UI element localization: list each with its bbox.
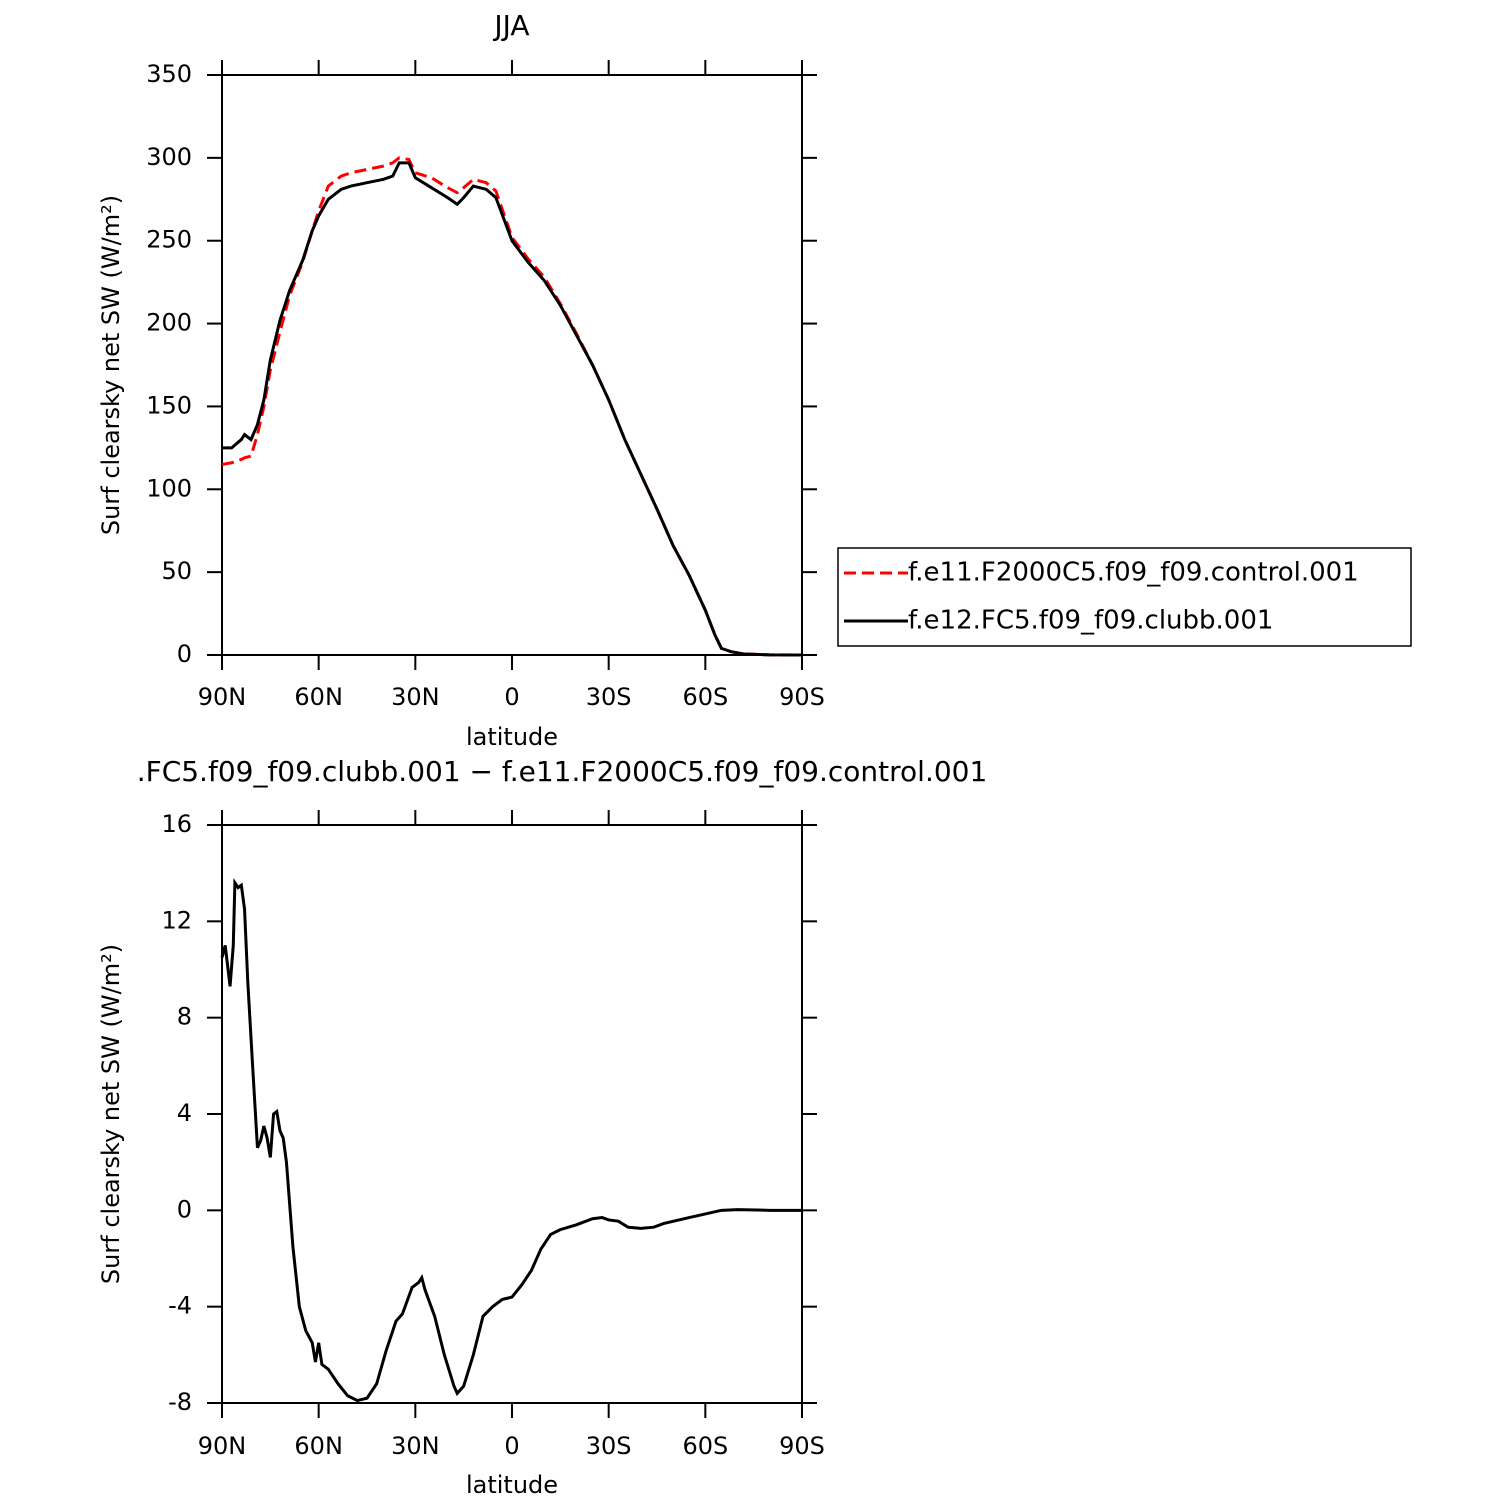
x-tick-label: 30N [391, 1432, 440, 1460]
x-tick-label: 90S [779, 1432, 825, 1460]
x-tick-label: 90N [198, 683, 247, 711]
plot-frame [221, 824, 803, 1404]
y-tick-label: 300 [146, 143, 192, 171]
y-tick-label: 250 [146, 226, 192, 254]
y-tick-label: -8 [168, 1388, 192, 1416]
y-tick-label: 100 [146, 474, 192, 502]
y-tick-label: 0 [177, 640, 192, 668]
x-axis-label: latitude [466, 723, 558, 751]
y-tick-label: 150 [146, 391, 192, 419]
x-tick-label: 30N [391, 683, 440, 711]
x-tick-label: 60N [294, 683, 343, 711]
x-tick-label: 30S [586, 1432, 632, 1460]
y-axis-label: Surf clearsky net SW (W/m²) [97, 195, 125, 535]
data-line [222, 161, 803, 657]
x-tick-label: 90S [779, 683, 825, 711]
x-axis-label: latitude [466, 1471, 558, 1499]
chart-title: JJA [492, 9, 529, 42]
y-tick-label: -4 [168, 1292, 192, 1320]
x-tick-label: 30S [586, 683, 632, 711]
chart-title: .FC5.f09_f09.clubb.001 − f.e11.F2000C5.f… [137, 755, 988, 788]
y-tick-label: 50 [161, 557, 192, 585]
x-tick-label: 0 [504, 1432, 519, 1460]
y-tick-label: 0 [177, 1195, 192, 1223]
x-tick-label: 60N [294, 1432, 343, 1460]
y-axis-label: Surf clearsky net SW (W/m²) [97, 944, 125, 1284]
x-tick-label: 60S [682, 683, 728, 711]
plot-frame [221, 74, 803, 656]
y-tick-label: 4 [177, 1099, 192, 1127]
y-tick-label: 350 [146, 60, 192, 88]
y-tick-label: 16 [161, 810, 192, 838]
data-line [221, 156, 803, 657]
legend-label: f.e11.F2000C5.f09_f09.control.001 [908, 558, 1359, 588]
data-line [220, 878, 802, 1403]
legend-box [837, 547, 1412, 647]
y-tick-label: 200 [146, 309, 192, 337]
y-tick-label: 8 [177, 1003, 192, 1031]
x-tick-label: 0 [504, 683, 519, 711]
y-tick-label: 12 [161, 906, 192, 934]
x-tick-label: 90N [198, 1432, 247, 1460]
x-tick-label: 60S [682, 1432, 728, 1460]
legend-label: f.e12.FC5.f09_f09.clubb.001 [908, 606, 1273, 636]
